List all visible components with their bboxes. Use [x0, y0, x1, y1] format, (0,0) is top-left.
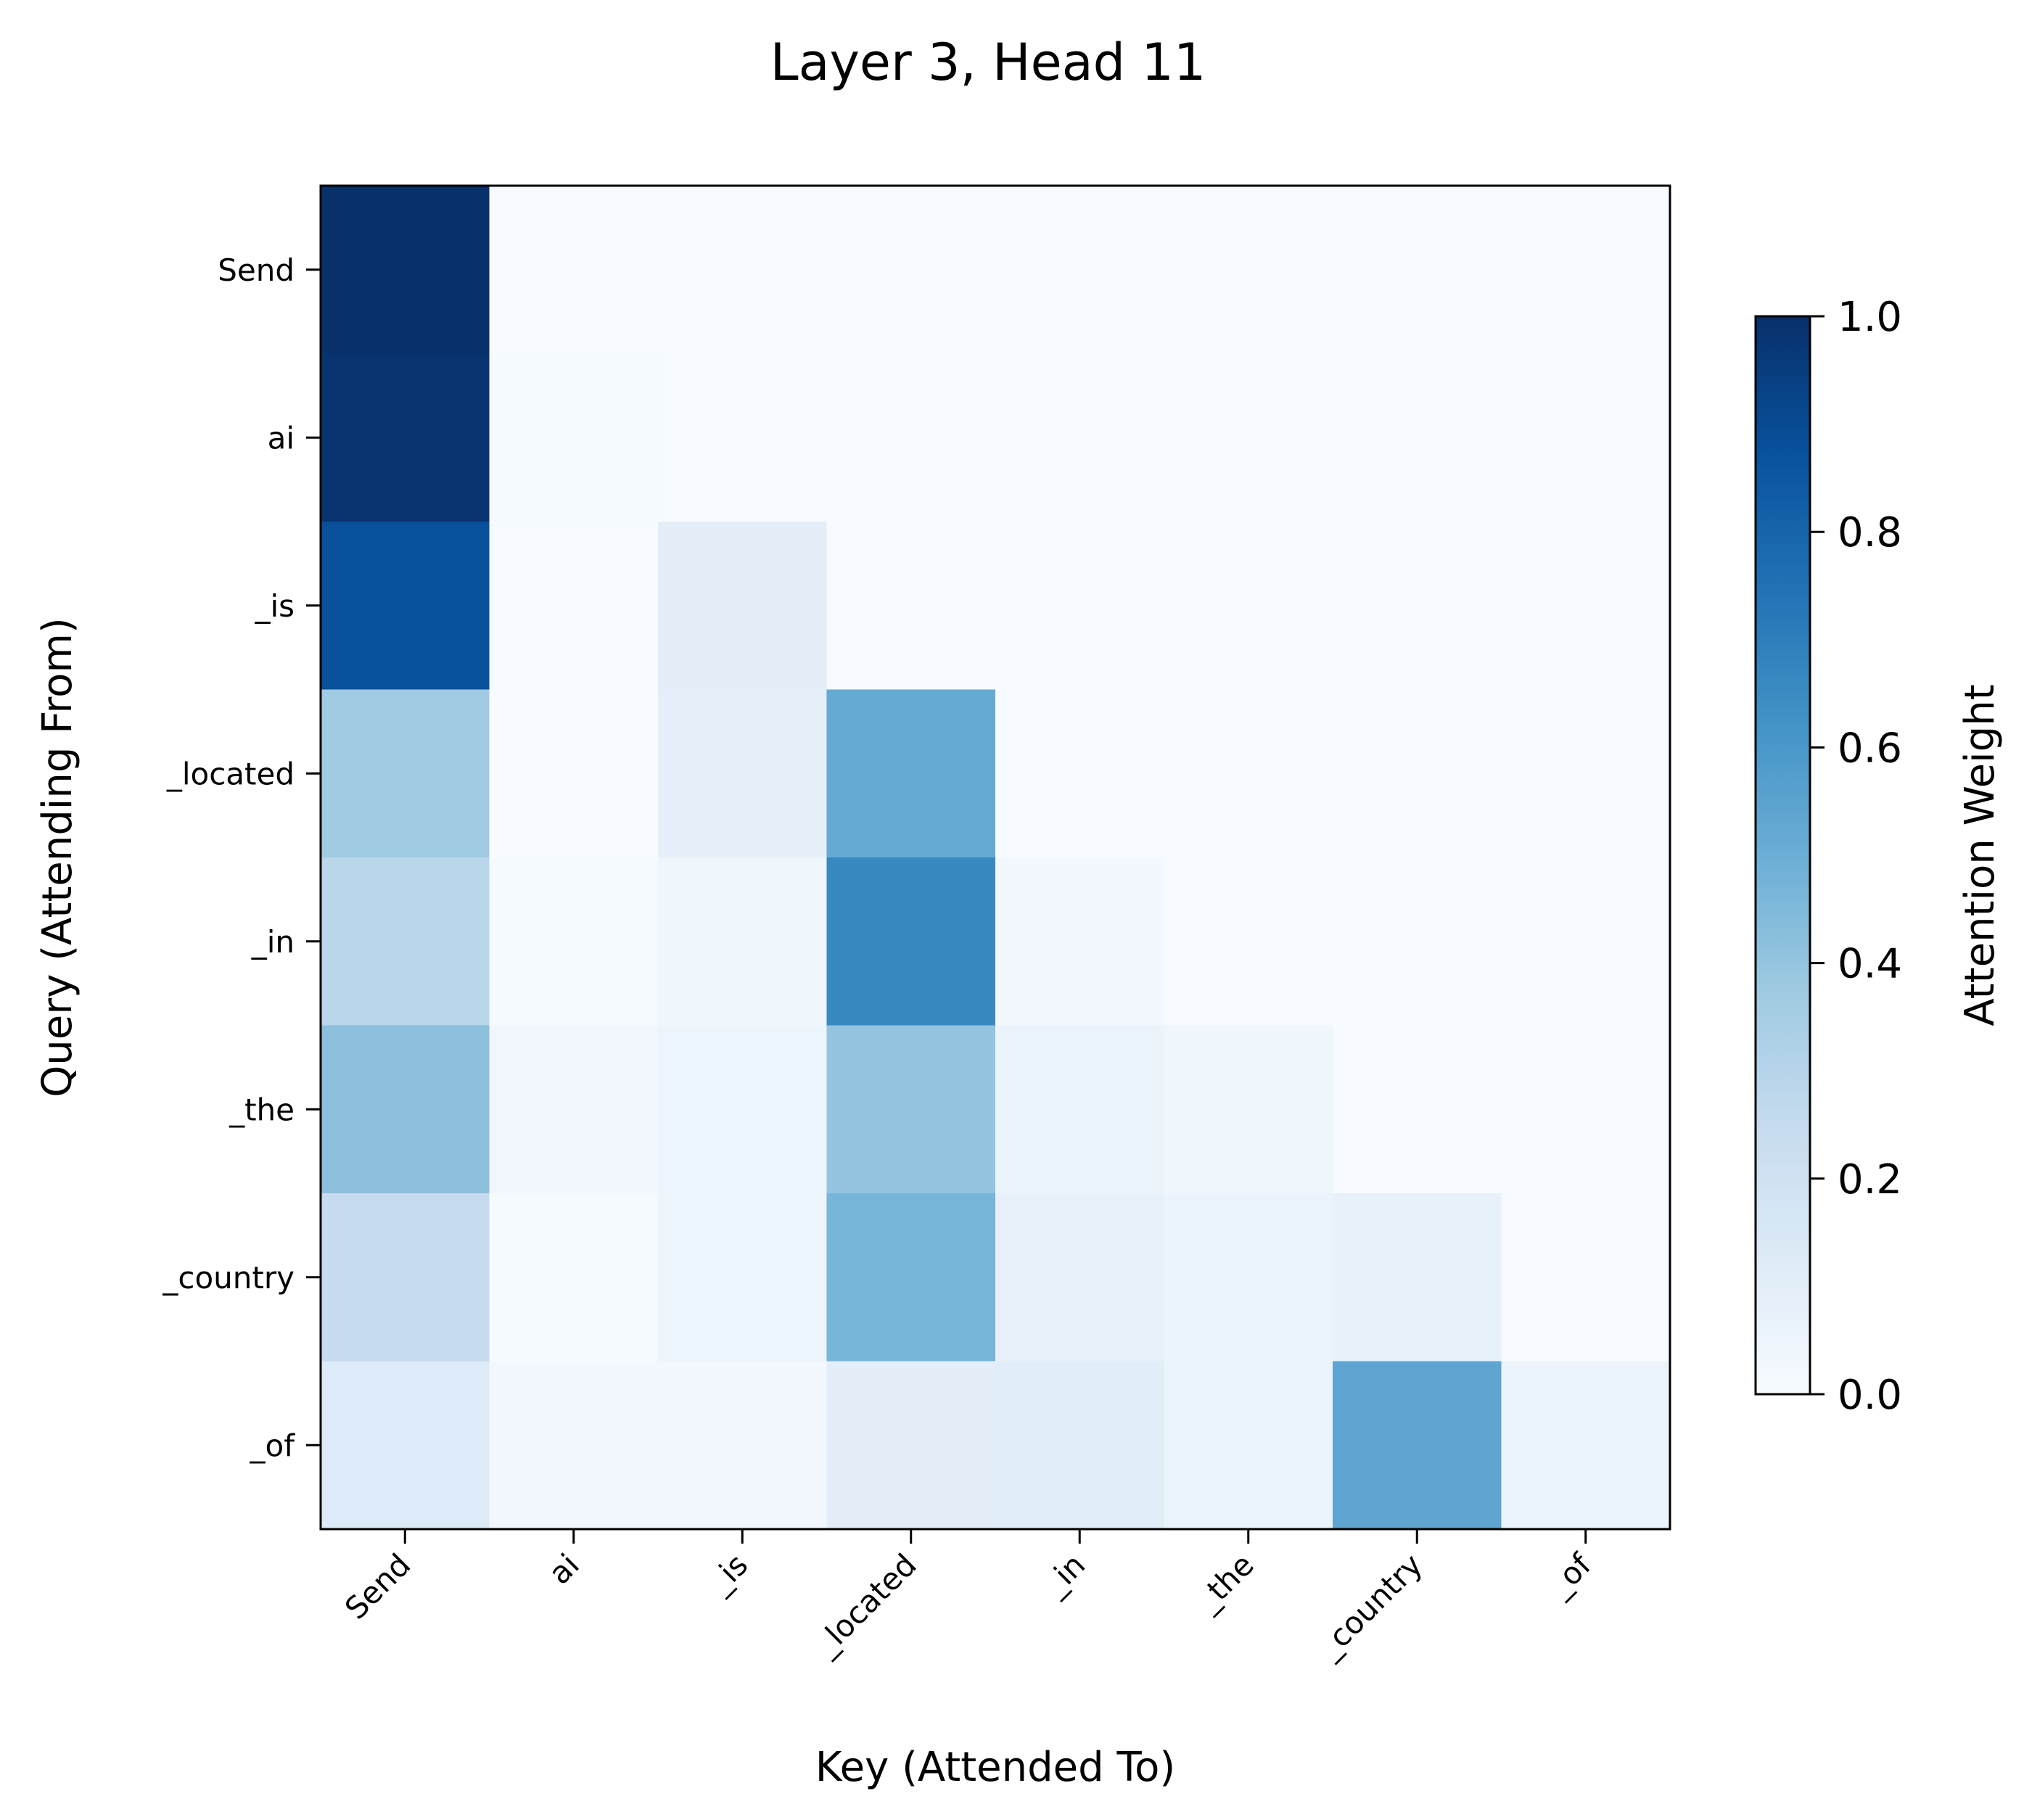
x-tick-label: _country [1311, 1547, 1430, 1665]
heatmap-cell [321, 1025, 490, 1194]
heatmap-cell [1164, 353, 1333, 522]
heatmap-cell [826, 1193, 996, 1362]
heatmap-cell [658, 522, 828, 691]
x-axis-ticks: Send ai _is _located _in _the _country _of [338, 1529, 1599, 1665]
heatmap-cell [1164, 1361, 1333, 1530]
heatmap-cell [489, 522, 659, 691]
heatmap-cell [321, 857, 490, 1026]
x-axis-label: Key (Attended To) [815, 1744, 1176, 1791]
heatmap-cell [1164, 857, 1333, 1026]
heatmap-cell [826, 186, 996, 355]
y-tick-label: _in [251, 924, 295, 960]
heatmap-cell [321, 353, 490, 522]
x-tick-label: _the [1189, 1547, 1261, 1618]
chart-title: Layer 3, Head 11 [770, 33, 1206, 92]
heatmap-cell [826, 1025, 996, 1194]
heatmap-cell [826, 353, 996, 522]
y-axis-ticks: Send ai _is _located _in _the _country _of [162, 252, 321, 1463]
heatmap-cell [658, 1361, 828, 1530]
heatmap-cell [995, 857, 1165, 1026]
heatmap-cell [995, 186, 1165, 355]
heatmap-cell [1333, 1361, 1502, 1530]
heatmap-cell [489, 689, 659, 858]
heatmap-cell [1501, 1025, 1671, 1194]
heatmap-cell [321, 1361, 490, 1530]
heatmap-cell [1164, 1193, 1333, 1362]
heatmap-cell [321, 1193, 490, 1362]
heatmap-cell [658, 353, 828, 522]
y-tick-label: _country [162, 1260, 295, 1296]
heatmap-cell [995, 522, 1165, 691]
x-tick-label: Send [338, 1547, 417, 1626]
colorbar [1754, 315, 1811, 1396]
heatmap-cell [1333, 689, 1502, 858]
colorbar-label: Attention Weight [1957, 684, 2004, 1026]
heatmap-cell [995, 1025, 1165, 1194]
heatmap-cell [1333, 1025, 1502, 1194]
heatmap-cell [1501, 1193, 1671, 1362]
colorbar-tick-label: 0.4 [1838, 941, 1902, 988]
x-tick-label: ai [542, 1547, 586, 1591]
heatmap-cell [826, 689, 996, 858]
heatmap-cell [1501, 1361, 1671, 1530]
heatmap-cell [1333, 1193, 1502, 1362]
heatmap-cell [1164, 522, 1333, 691]
heatmap-cell [321, 522, 490, 691]
heatmap-cell [1501, 689, 1671, 858]
plot-frame [319, 184, 1671, 1531]
heatmap-cell [995, 1193, 1165, 1362]
heatmap-cell [826, 522, 996, 691]
heatmap-cell [658, 857, 828, 1026]
heatmap-cell [658, 1025, 828, 1194]
heatmap-cell [1164, 186, 1333, 355]
heatmap-cell [1333, 522, 1502, 691]
heatmap-cell [489, 857, 659, 1026]
heatmap-cell [1501, 522, 1671, 691]
heatmap-cell [489, 353, 659, 522]
x-tick-label: _is [701, 1547, 754, 1600]
heatmap-cell [1333, 186, 1502, 355]
heatmap-cell [1333, 353, 1502, 522]
heatmap-cell [321, 689, 490, 858]
heatmap-cell [1501, 353, 1671, 522]
heatmap-cell [826, 857, 996, 1026]
y-tick-label: _is [254, 588, 295, 624]
colorbar-tick-label: 0.2 [1838, 1156, 1902, 1203]
colorbar-ticks: 0.0 0.2 0.4 0.6 0.8 1.0 [1810, 294, 1902, 1419]
colorbar-tick-label: 1.0 [1838, 294, 1902, 341]
heatmap-cell [658, 186, 828, 355]
y-tick-label: ai [268, 420, 295, 456]
heatmap-cell [321, 186, 490, 355]
x-tick-label: _located [807, 1547, 923, 1663]
heatmap-cell [1164, 689, 1333, 858]
heatmap-cell [995, 689, 1165, 858]
heatmap-cell [1164, 1025, 1333, 1194]
colorbar-tick-label: 0.8 [1838, 509, 1902, 556]
heatmap-cell [489, 1025, 659, 1194]
heatmap-cell [995, 1361, 1165, 1530]
heatmap-cells [321, 186, 1671, 1530]
heatmap-cell [1501, 857, 1671, 1026]
heatmap-cell [995, 353, 1165, 522]
heatmap-cell [658, 1193, 828, 1362]
y-tick-label: _located [166, 756, 295, 791]
y-axis-label: Query (Attending From) [34, 617, 81, 1098]
heatmap-cell [658, 689, 828, 858]
colorbar-tick-label: 0.0 [1838, 1372, 1902, 1419]
heatmap-cell [1501, 186, 1671, 355]
y-tick-label: _of [250, 1428, 296, 1463]
y-tick-label: _the [229, 1092, 295, 1127]
colorbar-tick-label: 0.6 [1838, 725, 1902, 772]
heatmap-cell [489, 1361, 659, 1530]
x-tick-label: _in [1036, 1547, 1092, 1602]
heatmap-cell [489, 1193, 659, 1362]
heatmap-cell [826, 1361, 996, 1530]
heatmap-cell [489, 186, 659, 355]
x-tick-label: _of [1541, 1547, 1599, 1605]
heatmap-cell [1333, 857, 1502, 1026]
y-tick-label: Send [218, 252, 295, 288]
